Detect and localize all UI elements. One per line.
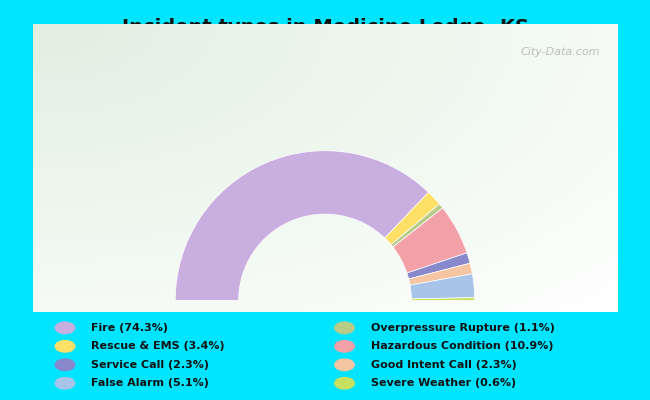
- Ellipse shape: [335, 322, 354, 334]
- Text: Hazardous Condition (10.9%): Hazardous Condition (10.9%): [370, 341, 553, 351]
- Ellipse shape: [55, 322, 75, 334]
- Wedge shape: [391, 204, 443, 247]
- Ellipse shape: [55, 341, 75, 352]
- Wedge shape: [407, 253, 470, 279]
- Wedge shape: [385, 192, 439, 245]
- Text: Good Intent Call (2.3%): Good Intent Call (2.3%): [370, 360, 516, 370]
- Text: Based on 2003 - 2018 National Fire Incident Reporting System data: Based on 2003 - 2018 National Fire Incid…: [157, 63, 493, 73]
- Text: Severe Weather (0.6%): Severe Weather (0.6%): [370, 378, 515, 388]
- Text: Incident types in Medicine Lodge, KS: Incident types in Medicine Lodge, KS: [122, 18, 528, 37]
- Ellipse shape: [55, 359, 75, 370]
- Ellipse shape: [335, 341, 354, 352]
- Ellipse shape: [55, 378, 75, 389]
- Text: Service Call (2.3%): Service Call (2.3%): [91, 360, 209, 370]
- Ellipse shape: [335, 359, 354, 370]
- Ellipse shape: [335, 378, 354, 389]
- Text: False Alarm (5.1%): False Alarm (5.1%): [91, 378, 209, 388]
- Wedge shape: [411, 298, 474, 300]
- Wedge shape: [393, 208, 467, 273]
- Text: Fire (74.3%): Fire (74.3%): [91, 323, 168, 333]
- Text: Overpressure Rupture (1.1%): Overpressure Rupture (1.1%): [370, 323, 554, 333]
- Text: Rescue & EMS (3.4%): Rescue & EMS (3.4%): [91, 341, 225, 351]
- Wedge shape: [176, 151, 428, 300]
- Wedge shape: [409, 263, 473, 285]
- Wedge shape: [410, 274, 474, 299]
- Text: City-Data.com: City-Data.com: [521, 47, 600, 57]
